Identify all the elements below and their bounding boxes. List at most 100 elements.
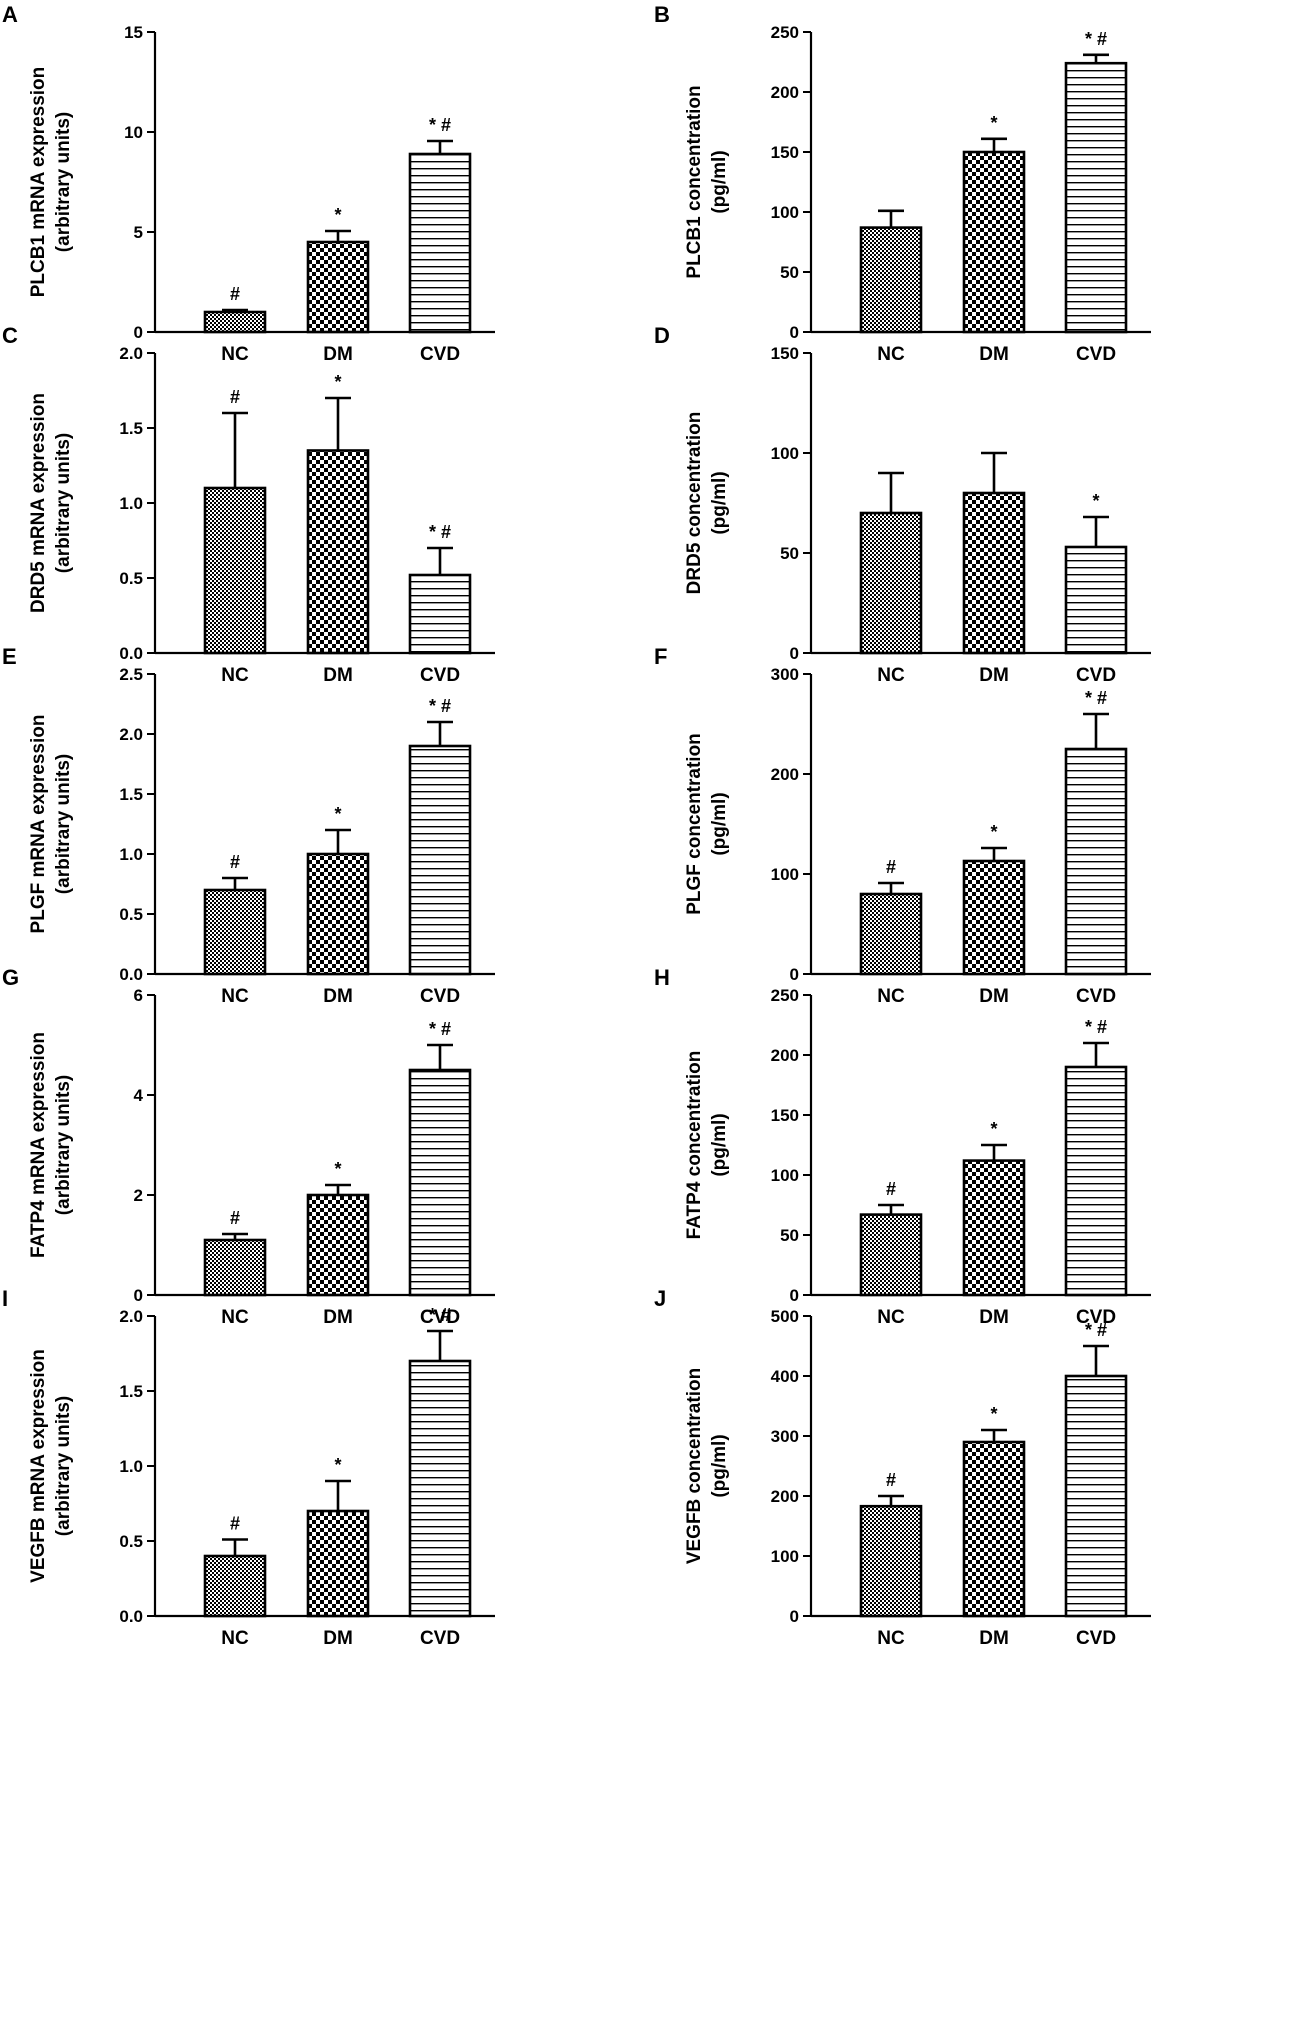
y-tick-label: 100 xyxy=(771,1166,799,1185)
panel-letter: G xyxy=(2,965,19,990)
bar-nc xyxy=(203,1238,267,1297)
y-tick-label: 0 xyxy=(790,644,799,663)
y-tick-label: 0 xyxy=(134,1286,143,1305)
significance-marker: * # xyxy=(1085,1320,1107,1340)
significance-marker: * xyxy=(334,205,341,225)
bar-dm xyxy=(306,1509,370,1618)
x-category-label: CVD xyxy=(1076,344,1116,365)
panel-letter: I xyxy=(2,1286,8,1311)
bar-nc xyxy=(859,892,923,976)
bar-nc xyxy=(859,511,923,655)
y-tick-label: 2.0 xyxy=(119,344,143,363)
y-tick-label: 5 xyxy=(134,223,143,242)
bar-nc xyxy=(859,1213,923,1297)
bar-cvd xyxy=(408,1068,472,1297)
significance-marker: # xyxy=(230,1208,240,1228)
bar-dm xyxy=(306,1193,370,1297)
significance-marker: * # xyxy=(429,522,451,542)
panel-h: H FATP4 concentration (pg/ml) 0 50 100 150 200 2… xyxy=(654,965,1151,1328)
significance-marker: * xyxy=(990,822,997,842)
y-tick-label: 0 xyxy=(134,323,143,342)
bar-dm xyxy=(962,1159,1026,1297)
y-axis-label-line: (pg/ml) xyxy=(709,792,730,855)
y-tick-label: 4 xyxy=(134,1086,144,1105)
significance-marker: * xyxy=(334,372,341,392)
x-category-label: NC xyxy=(221,1628,249,1649)
x-category-label: CVD xyxy=(420,986,460,1007)
y-tick-label: 2.5 xyxy=(119,665,143,684)
y-axis-label: VEGFB concentration (pg/ml) xyxy=(684,1368,730,1564)
y-axis-label-line: (arbitrary units) xyxy=(53,112,74,252)
y-tick-label: 0.5 xyxy=(119,905,143,924)
y-axis-label-line: (pg/ml) xyxy=(709,1113,730,1176)
bar-dm xyxy=(962,150,1026,334)
bar-cvd xyxy=(408,573,472,655)
y-axis-label-line: VEGFB mRNA expression xyxy=(28,1349,49,1583)
y-axis-label: FATP4 mRNA expression (arbitrary units) xyxy=(28,1032,74,1258)
bar-nc xyxy=(859,226,923,334)
y-axis-label-line: (pg/ml) xyxy=(709,1434,730,1497)
x-category-label: DM xyxy=(323,665,353,686)
y-tick-label: 100 xyxy=(771,1547,799,1566)
x-category-label: CVD xyxy=(420,1628,460,1649)
significance-marker: * # xyxy=(1085,1017,1107,1037)
y-axis-label-line: FATP4 mRNA expression xyxy=(28,1032,49,1258)
panel-letter: F xyxy=(654,644,667,669)
significance-marker: # xyxy=(886,1179,896,1199)
y-axis-label: PLCB1 mRNA expression (arbitrary units) xyxy=(28,67,74,298)
x-category-label: NC xyxy=(221,986,249,1007)
y-axis-label: DRD5 concentration (pg/ml) xyxy=(684,412,730,595)
significance-marker: * # xyxy=(429,115,451,135)
x-category-label: NC xyxy=(877,1628,905,1649)
y-axis-label-line: PLCB1 concentration xyxy=(684,85,705,278)
x-category-label: CVD xyxy=(1076,1628,1116,1649)
bar-cvd xyxy=(1064,545,1128,655)
y-tick-label: 1.0 xyxy=(119,845,143,864)
panel-g: G FATP4 mRNA expression (arbitrary units) 0… xyxy=(2,965,495,1328)
y-tick-label: 1.5 xyxy=(119,419,143,438)
x-category-label: NC xyxy=(877,986,905,1007)
significance-marker: # xyxy=(230,387,240,407)
y-axis-label: PLGF mRNA expression (arbitrary units) xyxy=(28,715,74,934)
bar-dm xyxy=(306,852,370,976)
panel-i: I VEGFB mRNA expression (arbitrary units) 0… xyxy=(2,1286,495,1649)
bar-dm xyxy=(962,859,1026,976)
y-tick-label: 250 xyxy=(771,23,799,42)
panel-letter: J xyxy=(654,1286,666,1311)
y-tick-label: 15 xyxy=(124,23,143,42)
y-axis-label-line: (arbitrary units) xyxy=(53,1075,74,1215)
y-tick-label: 0 xyxy=(790,323,799,342)
y-axis-label-line: (arbitrary units) xyxy=(53,1396,74,1536)
x-category-label: DM xyxy=(323,344,353,365)
x-category-label: NC xyxy=(877,665,905,686)
y-axis-label-line: DRD5 mRNA expression xyxy=(28,393,49,613)
y-axis-label-line: PLGF concentration xyxy=(684,733,705,915)
y-tick-label: 10 xyxy=(124,123,143,142)
bar-dm xyxy=(306,449,370,655)
significance-marker: # xyxy=(230,852,240,872)
x-category-label: NC xyxy=(221,1307,249,1328)
y-tick-label: 50 xyxy=(780,263,799,282)
bar-nc xyxy=(203,1554,267,1618)
significance-marker: * xyxy=(334,1455,341,1475)
panel-letter: H xyxy=(654,965,670,990)
significance-marker: * xyxy=(334,1159,341,1179)
y-tick-label: 150 xyxy=(771,344,799,363)
significance-marker: # xyxy=(886,1470,896,1490)
significance-marker: * xyxy=(1092,491,1099,511)
bar-cvd xyxy=(408,152,472,334)
y-tick-label: 1.0 xyxy=(119,494,143,513)
bar-cvd xyxy=(1064,1065,1128,1297)
y-axis-label-line: PLCB1 mRNA expression xyxy=(28,67,49,298)
x-category-label: NC xyxy=(877,344,905,365)
y-tick-label: 1.0 xyxy=(119,1457,143,1476)
y-tick-label: 100 xyxy=(771,203,799,222)
panel-j: J VEGFB concentration (pg/ml) 0 100 200 300 400… xyxy=(654,1286,1151,1649)
x-category-label: CVD xyxy=(420,344,460,365)
y-axis-label-line: (arbitrary units) xyxy=(53,433,74,573)
panel-d: D DRD5 concentration (pg/ml) 0 50 100 150 NC DM *… xyxy=(654,323,1151,686)
panel-e: E PLGF mRNA expression (arbitrary units) 0.… xyxy=(2,644,495,1007)
panel-letter: C xyxy=(2,323,18,348)
y-axis-label: FATP4 concentration (pg/ml) xyxy=(684,1051,730,1240)
y-tick-label: 250 xyxy=(771,986,799,1005)
